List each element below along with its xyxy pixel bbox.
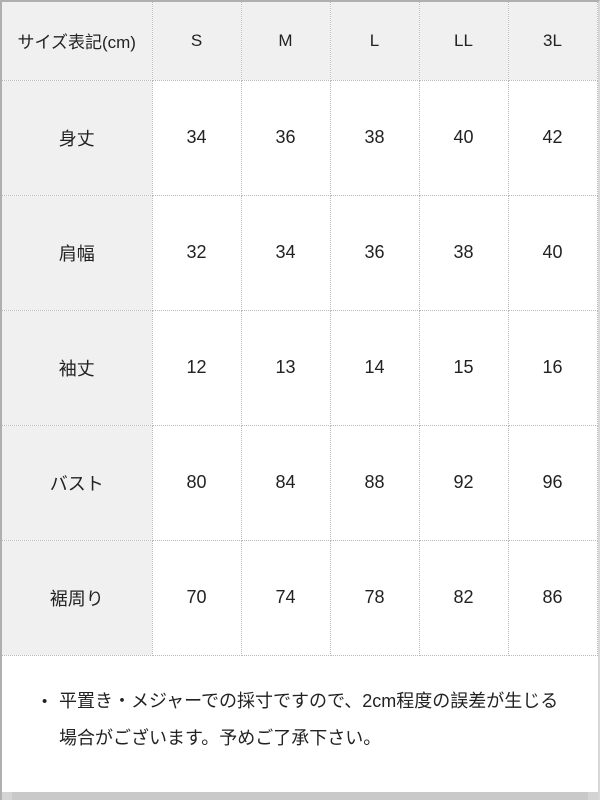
scroll-left-button[interactable] bbox=[2, 792, 12, 800]
size-value-cell: 34 bbox=[240, 194, 331, 311]
note-text: 平置き・メジャーでの採寸ですので、2cm程度の誤差が生じる 場合がございます。予… bbox=[59, 683, 578, 757]
header-row: サイズ表記(cm) S M L LL 3L bbox=[2, 2, 598, 81]
size-value-cell: 86 bbox=[507, 539, 598, 656]
size-value-cell: 84 bbox=[240, 424, 331, 541]
table-row-body-length: 身丈 34 36 38 40 42 bbox=[2, 79, 598, 196]
table-row-sleeve-length: 袖丈 12 13 14 15 16 bbox=[2, 309, 598, 426]
size-value-cell: 40 bbox=[507, 194, 598, 311]
row-label-cell: 裾周り bbox=[2, 539, 153, 656]
size-header-cell-3l: 3L bbox=[507, 2, 598, 81]
size-header-cell-m: M bbox=[240, 2, 331, 81]
corner-header-cell: サイズ表記(cm) bbox=[2, 2, 153, 81]
size-value-cell: 70 bbox=[151, 539, 242, 656]
measurement-note: • 平置き・メジャーでの採寸ですので、2cm程度の誤差が生じる 場合がございます… bbox=[2, 656, 598, 757]
size-value-cell: 42 bbox=[507, 79, 598, 196]
size-value-cell: 16 bbox=[507, 309, 598, 426]
note-line: 平置き・メジャーでの採寸ですので、2cm程度の誤差が生じる bbox=[59, 690, 559, 711]
size-value-cell: 80 bbox=[151, 424, 242, 541]
size-value-cell: 36 bbox=[329, 194, 420, 311]
size-value-cell: 34 bbox=[151, 79, 242, 196]
size-header-cell-s: S bbox=[151, 2, 242, 81]
size-value-cell: 96 bbox=[507, 424, 598, 541]
size-value-cell: 40 bbox=[418, 79, 509, 196]
table-row-bust: バスト 80 84 88 92 96 bbox=[2, 424, 598, 541]
size-chart-table: サイズ表記(cm) S M L LL 3L 身丈 34 36 38 40 42 … bbox=[2, 2, 598, 656]
size-value-cell: 82 bbox=[418, 539, 509, 656]
bullet-marker: • bbox=[42, 692, 48, 710]
size-value-cell: 12 bbox=[151, 309, 242, 426]
row-label-cell: 肩幅 bbox=[2, 194, 153, 311]
horizontal-scrollbar[interactable] bbox=[2, 792, 598, 800]
size-value-cell: 38 bbox=[329, 79, 420, 196]
size-value-cell: 92 bbox=[418, 424, 509, 541]
size-value-cell: 14 bbox=[329, 309, 420, 426]
size-value-cell: 13 bbox=[240, 309, 331, 426]
size-value-cell: 36 bbox=[240, 79, 331, 196]
size-value-cell: 88 bbox=[329, 424, 420, 541]
size-header-cell-l: L bbox=[329, 2, 420, 81]
size-value-cell: 32 bbox=[151, 194, 242, 311]
table-row-hem-circumference: 裾周り 70 74 78 82 86 bbox=[2, 539, 598, 656]
scroll-right-button[interactable] bbox=[588, 792, 598, 800]
size-value-cell: 78 bbox=[329, 539, 420, 656]
row-label-cell: バスト bbox=[2, 424, 153, 541]
size-value-cell: 38 bbox=[418, 194, 509, 311]
size-value-cell: 74 bbox=[240, 539, 331, 656]
size-header-cell-ll: LL bbox=[418, 2, 509, 81]
size-value-cell: 15 bbox=[418, 309, 509, 426]
note-line: 場合がございます。予めご了承下さい。 bbox=[59, 727, 382, 748]
row-label-cell: 袖丈 bbox=[2, 309, 153, 426]
table-row-shoulder-width: 肩幅 32 34 36 38 40 bbox=[2, 194, 598, 311]
row-label-cell: 身丈 bbox=[2, 79, 153, 196]
